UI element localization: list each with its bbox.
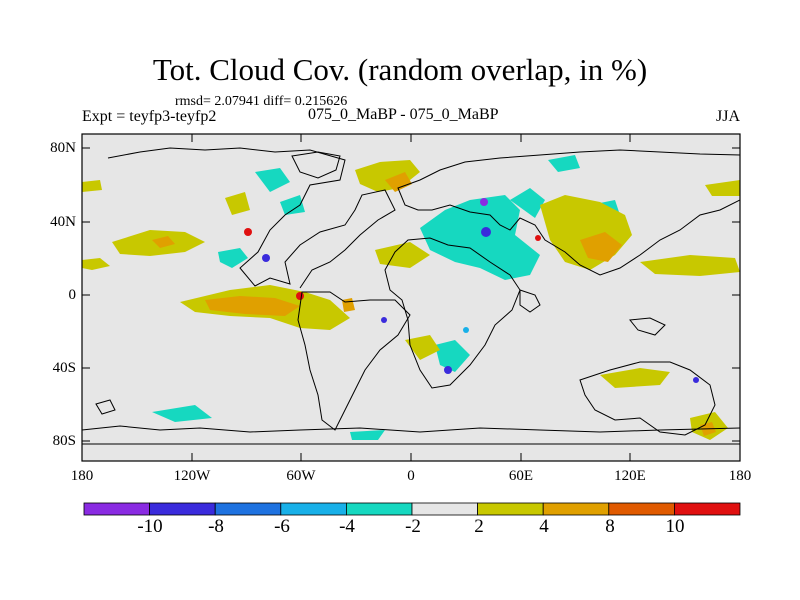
positive-anomaly-areas	[82, 160, 740, 440]
colorbar-swatch	[280, 502, 347, 516]
lon-label-120e: 120E	[614, 468, 646, 484]
colorbar-swatch	[674, 502, 741, 516]
colorbar-label: -6	[274, 516, 290, 537]
indonesia-coast	[629, 317, 666, 336]
colorbar-label: -4	[339, 516, 355, 537]
experiment-label: Expt = teyfp3-teyfp2	[82, 108, 217, 125]
longitude-ticks	[81, 134, 741, 461]
antarctica-coast	[81, 425, 741, 433]
center-label: 075_0_MaBP - 075_0_MaBP	[308, 106, 499, 123]
colorbar-swatch	[214, 502, 282, 516]
plot-title: Tot. Cloud Cov. (random overlap, in %)	[152, 52, 648, 87]
stats-label: rmsd= 2.07941 diff= 0.215626	[175, 94, 348, 109]
eurasia-coast	[397, 149, 741, 276]
negative-anomaly-areas	[152, 155, 620, 440]
lon-label-60e: 60E	[508, 468, 534, 484]
lat-label-0: 0	[68, 287, 77, 303]
colorbar-label: 4	[539, 516, 549, 537]
madagascar-coast	[519, 289, 541, 313]
lon-label-0: 0	[407, 468, 415, 484]
colorbar-label: 10	[665, 516, 685, 537]
lat-label-80n: 80N	[50, 140, 76, 156]
lon-label-60w: 60W	[286, 468, 316, 484]
coastlines	[81, 147, 741, 445]
colorbar-swatch	[608, 502, 675, 516]
lon-label-180w: 180	[70, 468, 94, 484]
colorbar-label: 2	[474, 516, 484, 537]
colorbar-swatch	[83, 502, 150, 516]
colorbar-label: 8	[605, 516, 615, 537]
colorbar-swatch	[477, 502, 544, 516]
latitude-ticks	[82, 147, 740, 442]
lat-label-80s: 80S	[52, 433, 76, 449]
colorbar-swatch	[411, 502, 478, 516]
season-label: JJA	[716, 108, 741, 125]
lat-label-40n: 40N	[50, 214, 76, 230]
australia-coast	[579, 361, 716, 436]
africa-coast	[384, 237, 521, 389]
south-america-coast	[297, 291, 411, 431]
lon-label-180e: 180	[728, 468, 752, 484]
greenland-coast	[291, 151, 341, 179]
strong-positive-anomaly-areas	[152, 172, 716, 436]
south-island-coast	[95, 399, 116, 415]
colorbar-swatch	[345, 502, 413, 516]
north-america-coast	[107, 147, 396, 289]
colorbar-label: -10	[137, 516, 163, 537]
colorbar-swatch	[542, 502, 610, 516]
colorbar-label: -8	[208, 516, 224, 537]
colorbar	[83, 502, 741, 516]
colorbar-swatch	[149, 502, 216, 516]
lat-label-40s: 40S	[52, 360, 76, 376]
lon-label-120w: 120W	[173, 468, 211, 484]
colorbar-label: -2	[405, 516, 421, 537]
